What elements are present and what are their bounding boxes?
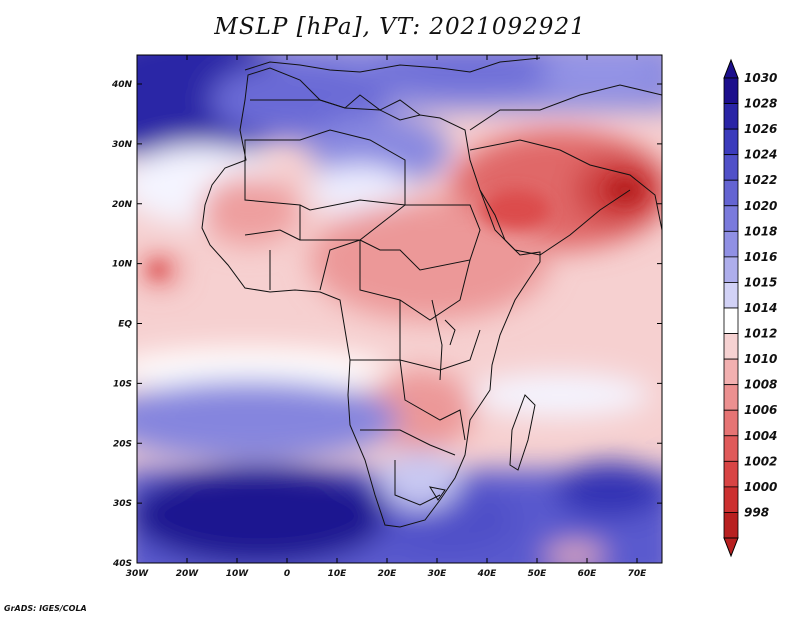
colorbar-swatch <box>723 358 739 386</box>
colorbar: 1030 1028 1026 1024 1022 1020 1018 1016 1015 1014… <box>723 58 777 558</box>
colorbar-label: 1012 <box>744 327 777 341</box>
colorbar-swatch <box>723 205 739 232</box>
colorbar-label: 1026 <box>744 122 777 136</box>
colorbar-swatch <box>723 103 739 130</box>
colorbar-swatch <box>723 512 739 539</box>
colorbar-label: 1004 <box>744 429 777 443</box>
lat-tick-label: 40N <box>111 80 133 90</box>
colorbar-swatch <box>723 128 739 156</box>
colorbar-top-arrow <box>723 58 739 79</box>
lon-tick-label: 60E <box>578 569 598 579</box>
lon-tick-label: 50E <box>528 569 548 579</box>
colorbar-swatch <box>723 409 739 437</box>
colorbar-swatch <box>723 333 739 360</box>
lon-tick-label: 10E <box>328 569 348 579</box>
lon-tick-label: 0 <box>284 569 290 579</box>
colorbar-label: 998 <box>744 505 769 519</box>
lon-tick-label: 30W <box>126 569 150 579</box>
lat-tick-label: 30N <box>112 140 133 150</box>
lon-tick-label: 40E <box>477 569 498 579</box>
colorbar-label: 1014 <box>744 301 777 315</box>
colorbar-label: 1000 <box>744 480 777 494</box>
lon-tick-label: 10W <box>226 569 250 579</box>
colorbar-label: 1010 <box>744 352 777 366</box>
colorbar-label: 1022 <box>744 173 777 187</box>
lat-tick-label: EQ <box>118 320 132 330</box>
colorbar-swatch <box>723 230 739 258</box>
colorbar-bottom-arrow <box>723 537 739 558</box>
colorbar-swatch <box>723 77 739 104</box>
colorbar-swatch <box>723 460 739 488</box>
lon-tick-label: 20E <box>378 569 398 579</box>
colorbar-label: 1020 <box>744 199 777 213</box>
colorbar-label: 1030 <box>744 71 777 85</box>
plot-frame <box>136 54 663 564</box>
colorbar-label: 1016 <box>744 250 777 264</box>
colorbar-label: 1002 <box>744 454 777 468</box>
colorbar-label: 1015 <box>744 275 777 289</box>
colorbar-label: 1024 <box>744 148 777 162</box>
colorbar-label: 1006 <box>744 403 777 417</box>
colorbar-swatch <box>723 154 739 181</box>
map-title: MSLP [hPa], VT: 2021092921 <box>214 14 586 40</box>
colorbar-swatch <box>723 435 739 462</box>
colorbar-swatch <box>723 486 739 513</box>
lat-tick-label: 10N <box>112 260 133 270</box>
lat-tick-label: 40S <box>112 559 132 569</box>
lon-tick-label: 20W <box>176 569 200 579</box>
longitude-axis: 30W 20W 10W 0 10E 20E 30E 40E 50E 60E 70E <box>126 55 647 579</box>
lat-tick-label: 20N <box>112 200 133 210</box>
colorbar-swatch <box>723 179 739 207</box>
lat-tick-label: 20S <box>113 439 132 449</box>
colorbar-label: 1018 <box>744 224 777 238</box>
colorbar-swatch <box>723 256 739 283</box>
coastlines <box>201 57 662 528</box>
lat-tick-label: 10S <box>113 379 132 389</box>
lat-tick-label: 30S <box>113 499 132 509</box>
colorbar-label: 1008 <box>744 378 777 392</box>
lon-tick-label: 70E <box>628 569 648 579</box>
colorbar-swatch <box>723 282 739 309</box>
colorbar-swatch <box>723 307 739 334</box>
lon-tick-label: 30E <box>428 569 448 579</box>
credit-text: GrADS: IGES/COLA <box>4 604 87 613</box>
colorbar-label: 1028 <box>744 97 777 111</box>
colorbar-swatch <box>723 384 739 411</box>
latitude-axis: 40N 30N 20N 10N EQ 10S 20S 30S 40S <box>111 80 662 569</box>
